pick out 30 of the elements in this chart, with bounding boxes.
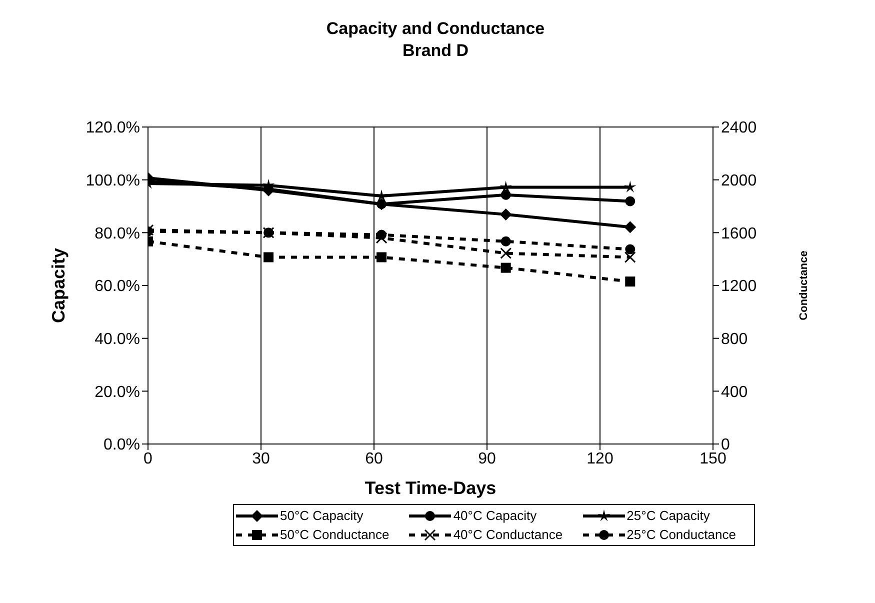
legend-label: 25°C Capacity xyxy=(626,508,710,523)
legend-label: 40°C Conductance xyxy=(453,527,563,542)
x-tick-label: 150 xyxy=(700,450,726,468)
y2-tick-label: 400 xyxy=(721,384,748,401)
legend-label: 40°C Capacity xyxy=(453,508,537,523)
y2-tick-label: 2400 xyxy=(721,120,757,137)
y-tick-label: 60.0% xyxy=(94,278,140,296)
y2-tick-label: 1600 xyxy=(721,225,757,242)
y-tick-label: 100.0% xyxy=(86,172,140,190)
chart-title: Capacity and Conductance xyxy=(325,18,546,40)
y-tick-label: 20.0% xyxy=(94,384,140,401)
x-axis-title: Test Time-Days xyxy=(364,478,496,498)
y-tick-label: 0.0% xyxy=(104,436,140,454)
x-tick-label: 90 xyxy=(478,450,496,468)
y2-tick-label: 800 xyxy=(721,331,748,348)
y-tick-label: 120.0% xyxy=(86,120,140,137)
x-tick-label: 60 xyxy=(365,450,383,468)
legend-label: 50°C Capacity xyxy=(280,508,364,523)
legend-label: 25°C Conductance xyxy=(626,527,736,542)
x-tick-label: 0 xyxy=(144,450,153,468)
y-tick-label: 40.0% xyxy=(94,331,140,348)
y2-tick-label: 1200 xyxy=(721,278,757,296)
y2-tick-label: 2000 xyxy=(721,172,757,190)
y-tick-label: 80.0% xyxy=(94,225,140,242)
legend-label: 50°C Conductance xyxy=(280,527,390,542)
x-tick-label: 30 xyxy=(252,450,270,468)
chart-subtitle: Brand D xyxy=(401,40,470,62)
y-axis-title: Capacity xyxy=(48,248,68,324)
x-tick-label: 120 xyxy=(586,450,614,468)
y2-axis-title: Conductance xyxy=(798,250,810,320)
